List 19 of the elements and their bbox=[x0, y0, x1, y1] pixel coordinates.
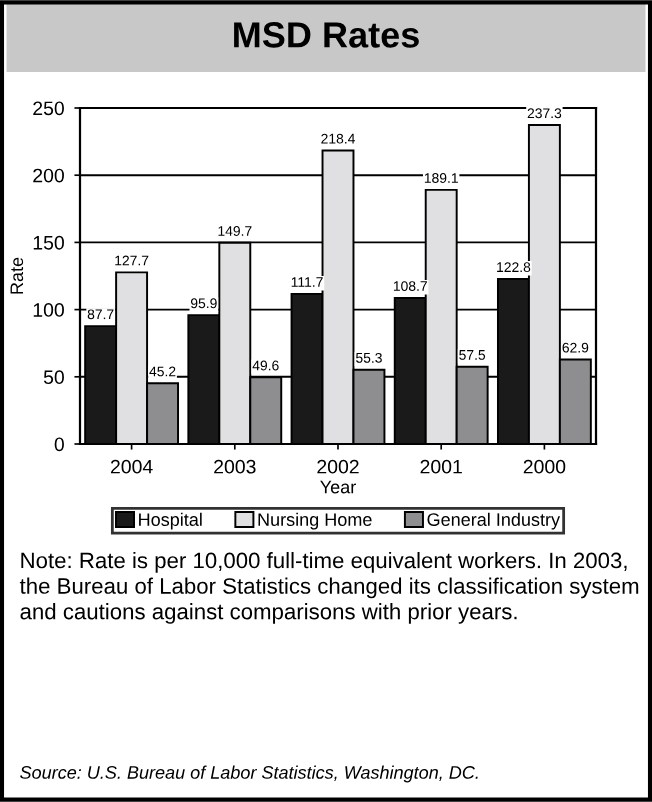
y-tick-label: 250 bbox=[33, 101, 64, 116]
legend-label: Nursing Home bbox=[258, 512, 372, 530]
y-tick-label: 100 bbox=[33, 303, 64, 317]
x-axis-title: Year bbox=[320, 480, 356, 494]
y-axis-title: Rate bbox=[10, 257, 24, 294]
x-tick-label: 2002 bbox=[317, 459, 359, 474]
text: Note: Rate is per 10,000 full-time equivalent workers. In 2003, the Bureau of Labor Statistics changed its classification system and cautions against comparisons with prior years. bbox=[19, 552, 639, 624]
legend-label: General Industry bbox=[427, 512, 561, 530]
x-tick-label: 2000 bbox=[523, 459, 566, 474]
source-note: Source: U.S. Bureau of Labor Statistics, Washington, DC. bbox=[20, 765, 478, 783]
x-tick-label: 2003 bbox=[214, 459, 256, 474]
y-tick-label: 50 bbox=[43, 370, 64, 385]
y-tick-label: 150 bbox=[33, 235, 64, 250]
legend-label: Hospital bbox=[139, 512, 202, 530]
x-tick-label: 2004 bbox=[110, 459, 153, 474]
chart-title: MSD Rates bbox=[234, 22, 419, 48]
x-tick-label: 2001 bbox=[420, 459, 462, 474]
y-tick-label: 200 bbox=[33, 168, 64, 183]
y-tick-label: 0 bbox=[54, 437, 64, 452]
